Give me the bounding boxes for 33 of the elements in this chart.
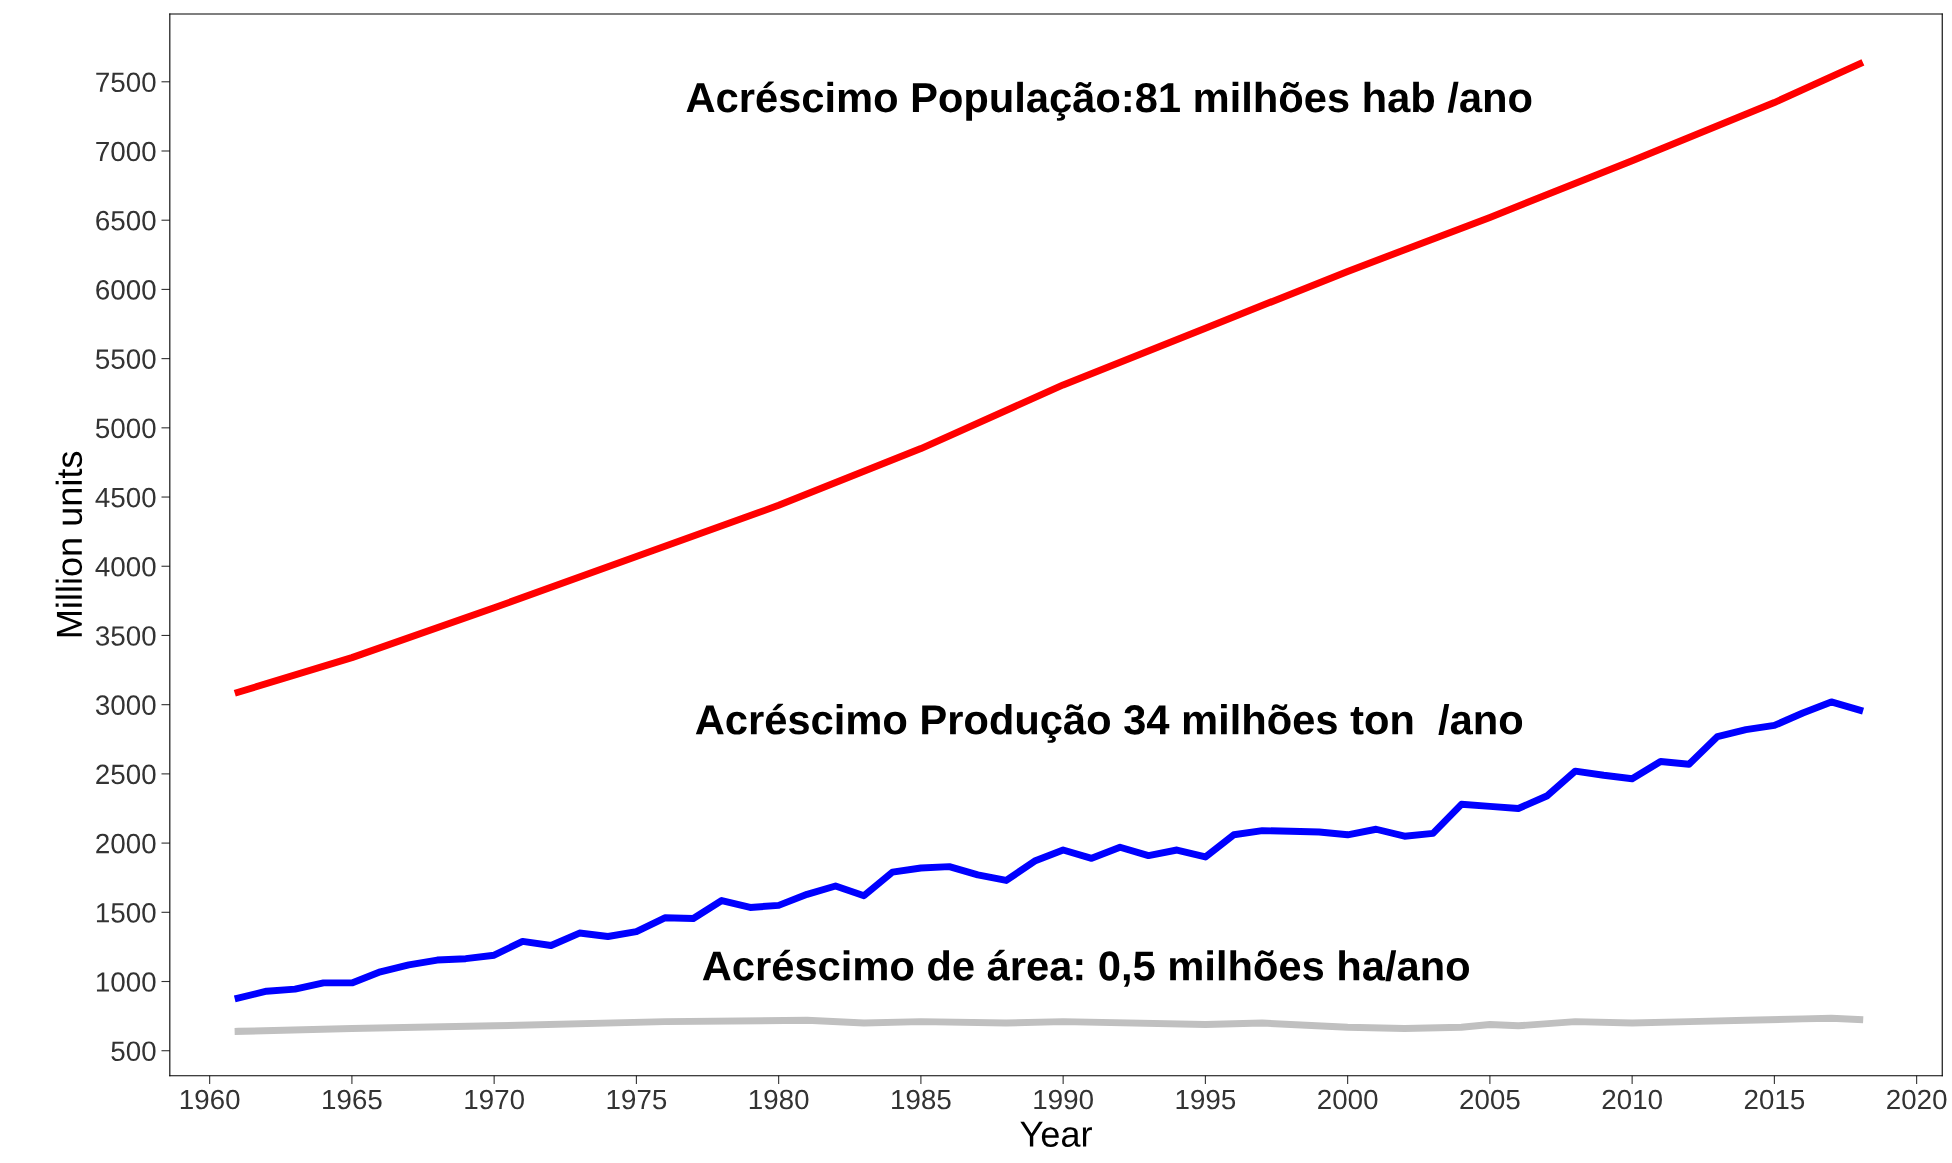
x-axis-title: Year: [1020, 1121, 1092, 1147]
y-tick-label: 1500: [96, 902, 156, 923]
y-tick-label: 7000: [96, 141, 156, 162]
x-tick-label: 1995: [1176, 1089, 1236, 1110]
x-tick-label: 2005: [1460, 1089, 1520, 1110]
x-tick-label: 1990: [1034, 1089, 1093, 1110]
x-tick-label: 2010: [1602, 1089, 1662, 1110]
y-tick-label: 4000: [95, 556, 156, 577]
x-tick-label: 1980: [749, 1089, 809, 1110]
y-tick-label: 2000: [96, 833, 156, 854]
y-tick-label: 3000: [95, 695, 156, 716]
y-tick-label: 1000: [96, 972, 156, 992]
y-tick-label: 5000: [95, 418, 156, 439]
annotation: Acréscimo População:81 milhões hab /ano: [686, 81, 1532, 121]
y-tick-label: 5500: [95, 349, 156, 369]
y-tick-label: 2500: [96, 764, 156, 785]
y-tick-label: 3500: [95, 626, 156, 646]
y-tick-label: 4500: [95, 487, 156, 508]
y-tick-label: 7500: [96, 72, 156, 93]
x-tick-label: 1970: [465, 1089, 524, 1110]
x-tick-label: 2020: [1887, 1089, 1947, 1110]
x-tick-label: 1965: [323, 1089, 382, 1110]
x-tick-label: 2000: [1318, 1089, 1378, 1110]
y-axis-title: Million units: [55, 451, 83, 637]
y-tick-label: 6500: [96, 210, 156, 231]
y-tick-label: 6000: [96, 280, 156, 300]
y-tick-label: 500: [111, 1041, 156, 1062]
x-tick-label: 1985: [892, 1089, 951, 1110]
x-tick-label: 1975: [607, 1089, 667, 1110]
annotation: Acréscimo de área: 0,5 milhões ha/ano: [702, 949, 1469, 987]
x-tick-label: 1960: [180, 1089, 240, 1110]
annotation: Acréscimo Produção 34 milhões ton /ano: [695, 703, 1523, 743]
x-tick-label: 2015: [1744, 1089, 1805, 1110]
